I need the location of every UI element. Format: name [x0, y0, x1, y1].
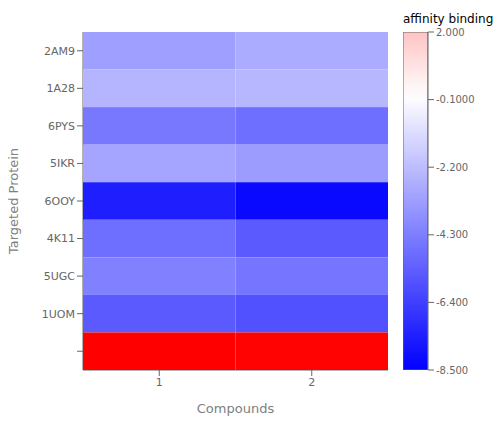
svg-text:5IKR: 5IKR: [50, 157, 75, 170]
svg-text:-2.200: -2.200: [436, 162, 468, 173]
svg-text:6PYS: 6PYS: [48, 120, 75, 133]
html-text:affinity binding: affinity binding: [403, 12, 494, 26]
svg-text:2.000: 2.000: [436, 27, 465, 38]
svg-text:6OOY: 6OOY: [45, 195, 76, 208]
svg-text:-4.300: -4.300: [436, 229, 468, 240]
svg-text:-8.500: -8.500: [436, 365, 468, 376]
svg-text:1A28: 1A28: [46, 82, 75, 95]
svg-text:Targeted Protein: Targeted Protein: [8, 148, 21, 255]
svg-text:5UGC: 5UGC: [44, 270, 76, 283]
svg-text:2AM9: 2AM9: [44, 45, 75, 58]
svg-text:1UOM: 1UOM: [42, 308, 75, 321]
svg-text:2: 2: [308, 376, 315, 389]
svg-text:4K11: 4K11: [47, 232, 75, 245]
svg-text:1: 1: [156, 376, 163, 389]
svg-text:-6.400: -6.400: [436, 297, 468, 308]
svg-text:Compounds: Compounds: [197, 401, 275, 416]
svg-text:-0.1000: -0.1000: [436, 94, 475, 105]
